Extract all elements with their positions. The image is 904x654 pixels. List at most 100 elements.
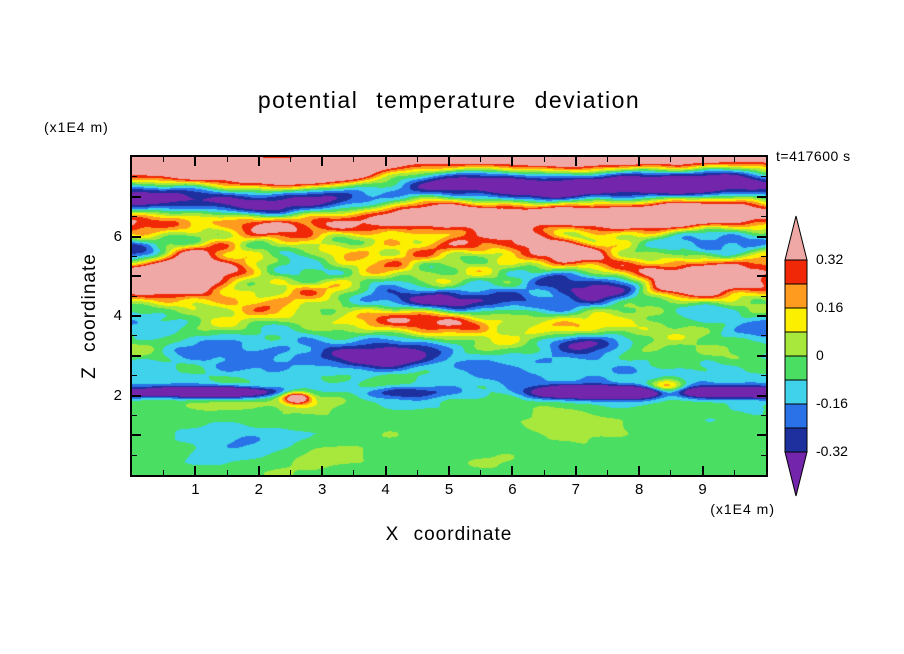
colorbar-band [784,283,808,309]
x-tick-label: 5 [444,481,454,498]
tick-mark [638,157,641,166]
x-tick-label: 2 [254,481,263,498]
tick-mark [761,335,766,337]
tick-mark [290,157,291,162]
contour-field-canvas [132,157,766,475]
tick-mark [132,216,137,218]
z-axis-label: Z coordinate [79,253,100,379]
z-axis-unit-label: (x1E4 m) [44,119,109,135]
tick-mark [757,235,766,238]
colorbar-band [784,331,808,357]
tick-mark [353,157,355,162]
x-axis-unit-label: (x1E4 m) [710,501,775,517]
tick-mark [607,157,608,162]
tick-mark [226,470,228,475]
tick-mark [194,466,197,475]
tick-mark [761,375,766,377]
tick-mark [257,466,260,475]
tick-mark [574,466,577,475]
tick-mark [543,157,545,162]
tick-mark [132,434,141,437]
tick-mark [163,157,165,162]
z-tick-label: 6 [113,227,122,245]
tick-mark [132,255,137,257]
time-annotation: t=417600 s [776,148,851,164]
tick-mark [226,157,228,162]
tick-mark [511,466,514,475]
tick-mark [761,454,766,456]
tick-mark [511,157,514,166]
tick-marks-layer [132,157,766,475]
colorbar-band [784,427,808,453]
tick-mark [132,375,137,377]
x-tick-label: 1 [191,481,200,498]
tick-mark [761,216,766,218]
tick-mark [761,255,766,257]
tick-mark [757,195,766,198]
tick-mark [132,414,137,416]
tick-mark [480,157,482,162]
tick-mark [290,470,291,475]
x-tick-label: 7 [571,481,580,498]
colorbar-tick-label: 0.16 [816,299,844,315]
tick-mark [132,454,137,456]
tick-mark [761,295,766,297]
tick-mark [132,394,141,397]
tick-mark [416,470,418,475]
colorbar-tick-label: -0.32 [816,443,848,459]
tick-mark [132,176,137,178]
colorbar-tick-label: 0.32 [816,251,844,267]
tick-mark [574,157,577,166]
tick-mark [132,315,141,317]
tick-mark [733,470,735,475]
tick-mark [321,157,324,166]
tick-mark [733,157,735,162]
tick-mark [132,335,137,337]
tick-mark [163,470,165,475]
tick-mark [353,470,355,475]
colorbar-graphic [784,215,808,497]
z-tick-label: 2 [113,386,122,404]
tick-mark [384,466,387,475]
tick-mark [607,470,608,475]
colorbar-band [784,259,808,285]
tick-mark [543,470,545,475]
colorbar-band [784,355,808,381]
tick-mark [321,466,324,475]
tick-mark [132,235,141,238]
tick-mark [670,157,672,162]
tick-mark [638,466,641,475]
tick-mark [480,470,482,475]
tick-mark [132,195,141,198]
plot-area [130,155,768,477]
x-axis-label: X coordinate [385,524,513,545]
tick-mark [448,466,450,475]
tick-mark [132,275,141,278]
tick-mark [761,414,766,416]
x-tick-label: 3 [318,481,327,498]
tick-mark [757,315,766,317]
z-tick-label: 4 [113,307,122,324]
tick-mark [757,275,766,278]
x-tick-label: 8 [635,481,644,498]
x-tick-label: 6 [508,481,517,498]
colorbar-arrow-low [784,451,808,497]
tick-mark [761,176,766,178]
tick-mark [416,157,418,162]
chart-title: potential temperature deviation [257,87,641,113]
tick-mark [384,157,387,166]
x-tick-label: 9 [698,481,707,498]
colorbar-tick-label: -0.16 [816,395,848,411]
tick-mark [757,434,766,437]
tick-mark [448,157,450,166]
colorbar-band [784,403,808,429]
tick-mark [132,354,141,357]
tick-mark [194,157,197,166]
tick-mark [757,394,766,397]
tick-mark [701,466,704,475]
tick-mark [257,157,260,166]
colorbar-band [784,379,808,405]
tick-mark [757,354,766,357]
colorbar-arrow-high [784,215,808,261]
